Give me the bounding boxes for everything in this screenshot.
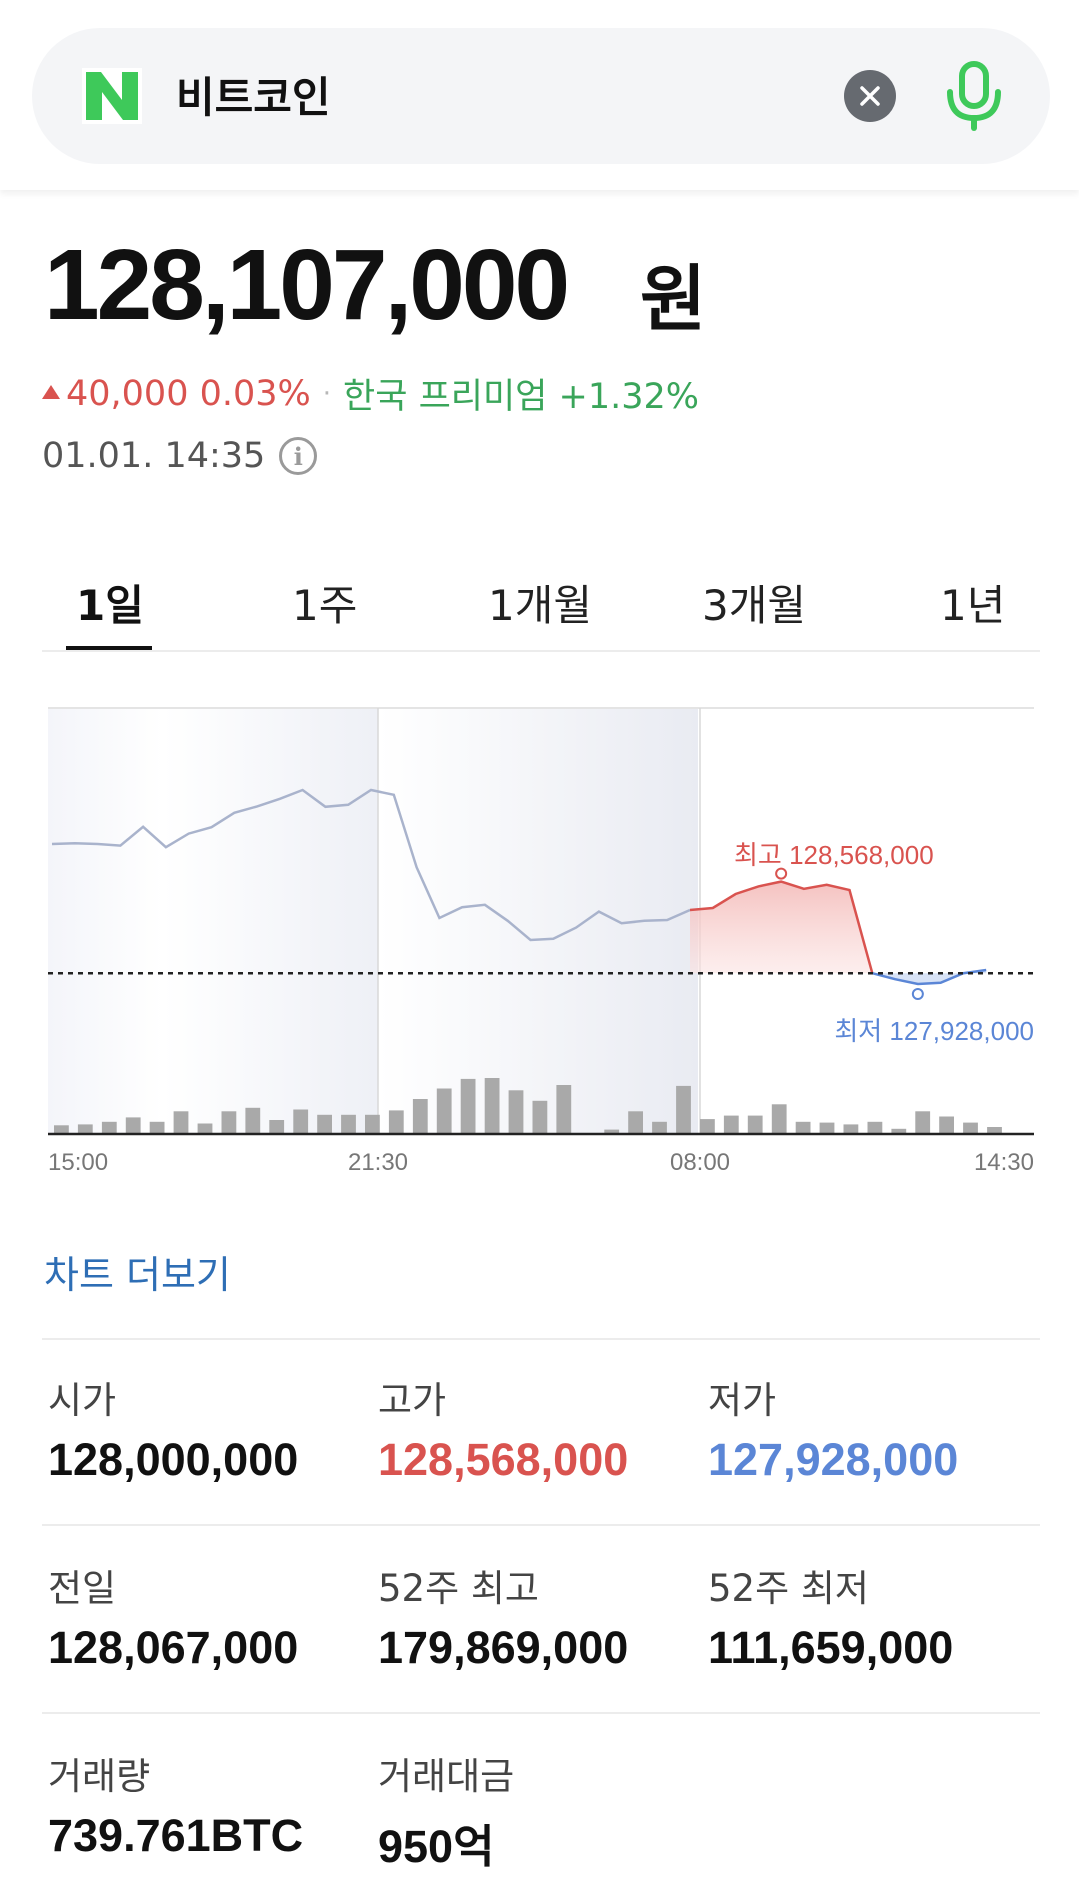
volume-bar bbox=[532, 1100, 548, 1135]
volume-bar bbox=[508, 1090, 524, 1135]
timestamp: 01.01. 14:35 bbox=[42, 436, 266, 476]
high-marker bbox=[775, 867, 788, 880]
clear-search-button[interactable] bbox=[844, 70, 896, 122]
stat-value-volume: 739.761BTC bbox=[48, 1810, 304, 1861]
volume-bar bbox=[197, 1123, 213, 1134]
volume-bar bbox=[604, 1129, 620, 1134]
search-query-text[interactable]: 비트코인 bbox=[176, 73, 331, 122]
volume-bar bbox=[460, 1078, 476, 1134]
volume-bar bbox=[628, 1111, 643, 1135]
volume-bar bbox=[365, 1114, 380, 1135]
volume-bar bbox=[819, 1122, 835, 1134]
volume-bar bbox=[388, 1110, 404, 1134]
tab-1-week[interactable]: 1주 bbox=[292, 581, 358, 630]
stats-divider-top bbox=[42, 1338, 1040, 1340]
search-header: 비트코인 bbox=[0, 0, 1079, 190]
tab-1-month[interactable]: 1개월 bbox=[488, 581, 593, 630]
price-line-below-prev bbox=[871, 968, 987, 986]
volume-bar bbox=[245, 1107, 261, 1135]
price-line-above-prev bbox=[689, 880, 874, 974]
stat-label-52w-high: 52주 최고 bbox=[378, 1567, 539, 1610]
stat-label-open: 시가 bbox=[48, 1379, 117, 1422]
intraday-chart[interactable]: 최고 128,568,000 최저 127,928,000 15:00 21:3… bbox=[44, 700, 1039, 1180]
volume-bar bbox=[221, 1111, 237, 1135]
volume-bar bbox=[915, 1111, 931, 1135]
close-icon bbox=[860, 86, 880, 106]
stat-label-prev-close: 전일 bbox=[48, 1567, 117, 1610]
session-shade-1 bbox=[48, 708, 378, 1134]
volume-bar bbox=[101, 1121, 117, 1135]
x-tick-label: 21:30 bbox=[348, 1149, 408, 1176]
volume-bar bbox=[149, 1121, 165, 1135]
active-tab-indicator bbox=[66, 646, 152, 650]
low-marker bbox=[911, 988, 924, 1000]
volume-bar bbox=[125, 1117, 141, 1134]
volume-bar bbox=[54, 1125, 69, 1135]
volume-bar bbox=[771, 1104, 787, 1135]
naver-logo-icon[interactable] bbox=[82, 68, 142, 124]
korea-premium[interactable]: 한국 프리미엄 +1.32% bbox=[343, 377, 700, 417]
volume-bar bbox=[341, 1114, 356, 1135]
volume-bar bbox=[556, 1085, 572, 1134]
stat-label-low: 저가 bbox=[708, 1379, 777, 1422]
volume-bars bbox=[54, 1078, 1002, 1135]
stat-label-volume: 거래량 bbox=[48, 1755, 151, 1798]
x-tick-label: 15:00 bbox=[48, 1149, 108, 1176]
stat-value-low: 127,928,000 bbox=[708, 1434, 959, 1485]
volume-bar bbox=[652, 1121, 667, 1135]
stat-value-trade-value: 950억 bbox=[378, 1821, 495, 1872]
stats-divider-2 bbox=[42, 1712, 1040, 1714]
low-label: 최저 127,928,000 bbox=[834, 1016, 1034, 1046]
tab-3-months[interactable]: 3개월 bbox=[702, 581, 807, 630]
price-change: 40,000 0.03% bbox=[66, 373, 311, 414]
price-unit: 원 bbox=[640, 257, 707, 341]
stat-value-high: 128,568,000 bbox=[378, 1434, 629, 1485]
volume-bar bbox=[293, 1109, 309, 1134]
volume-bar bbox=[843, 1124, 859, 1134]
change-row: 40,000 0.03% · 한국 프리미엄 +1.32% bbox=[42, 368, 699, 419]
volume-bar bbox=[867, 1121, 883, 1135]
stat-value-52w-high: 179,869,000 bbox=[378, 1622, 629, 1673]
stat-label-52w-low: 52주 최저 bbox=[708, 1567, 869, 1610]
tab-1-day[interactable]: 1일 bbox=[76, 581, 144, 630]
volume-bar bbox=[436, 1088, 452, 1134]
volume-bar bbox=[484, 1078, 500, 1134]
volume-bar bbox=[987, 1127, 1002, 1134]
x-tick-label: 08:00 bbox=[670, 1149, 730, 1176]
volume-bar bbox=[939, 1116, 954, 1134]
volume-bar bbox=[317, 1114, 332, 1135]
voice-search-button[interactable] bbox=[938, 58, 1010, 132]
volume-bar bbox=[77, 1124, 93, 1134]
volume-bar bbox=[963, 1122, 978, 1134]
volume-bar bbox=[723, 1115, 739, 1134]
price-line-past bbox=[51, 788, 691, 942]
stats-divider-1 bbox=[42, 1524, 1040, 1526]
volume-bar bbox=[269, 1120, 285, 1134]
stat-value-open: 128,000,000 bbox=[48, 1434, 299, 1485]
high-label: 최고 128,568,000 bbox=[734, 840, 934, 870]
volume-bar bbox=[747, 1115, 763, 1134]
period-tabs: 1일 1주 1개월 3개월 1년 bbox=[42, 560, 1040, 652]
microphone-icon bbox=[947, 61, 1001, 131]
stat-label-high: 고가 bbox=[378, 1379, 447, 1422]
volume-bar bbox=[795, 1121, 811, 1135]
stat-label-trade-value: 거래대금 bbox=[378, 1755, 515, 1798]
volume-bar bbox=[891, 1128, 907, 1135]
volume-bar bbox=[412, 1099, 428, 1134]
high-area-fill bbox=[690, 881, 873, 974]
stat-value-52w-low: 111,659,000 bbox=[708, 1622, 954, 1673]
separator-dot: · bbox=[322, 378, 332, 409]
x-tick-label: 14:30 bbox=[974, 1149, 1034, 1176]
volume-bar bbox=[676, 1085, 691, 1134]
tab-1-year[interactable]: 1년 bbox=[940, 581, 1006, 630]
volume-bar bbox=[700, 1119, 715, 1134]
volume-bar bbox=[173, 1111, 189, 1135]
stat-value-prev-close: 128,067,000 bbox=[48, 1622, 299, 1673]
current-price: 128,107,000 bbox=[44, 229, 570, 341]
timestamp-row: 01.01. 14:35 i bbox=[42, 436, 318, 476]
info-icon[interactable]: i bbox=[279, 437, 318, 475]
search-bar[interactable]: 비트코인 bbox=[32, 28, 1050, 164]
triangle-up-icon bbox=[42, 384, 60, 399]
more-chart-link[interactable]: 차트 더보기 bbox=[44, 1253, 231, 1297]
